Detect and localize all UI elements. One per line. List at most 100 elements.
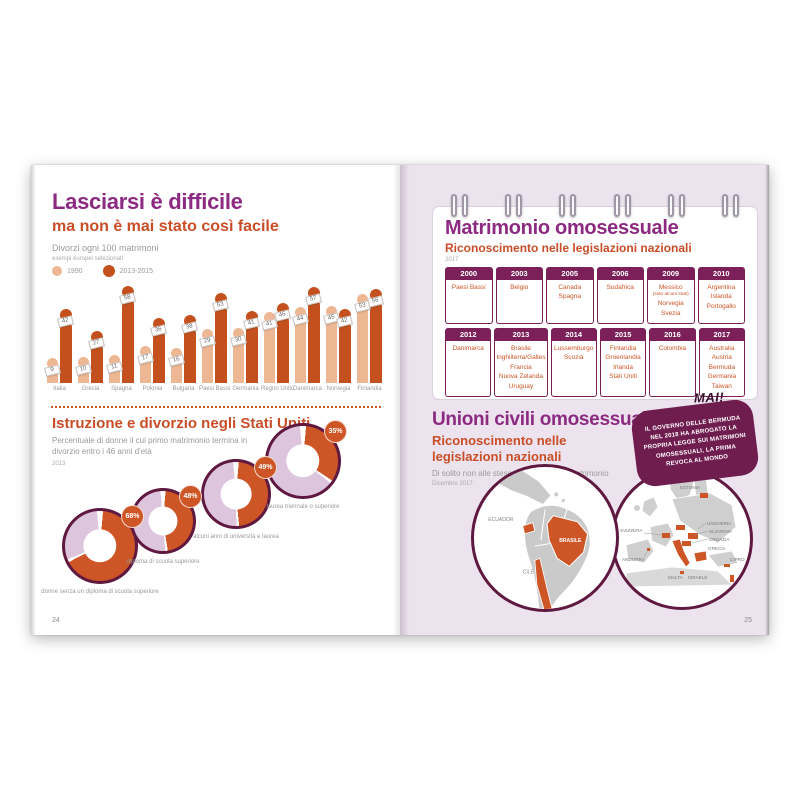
country-name: Francia [510,363,532,371]
bar-group: 45 42 Norvegia [322,277,354,392]
countries-cell: Argentina Islanda Portogallo [697,280,745,324]
europe-map: ESTONIA SVIZZERA ANDORRA UNGHERIA SLOVEN… [620,472,745,588]
chart-caption: Divorzi ogni 100 matrimoni [52,243,159,253]
country-name: Inghilterra/Galles [496,354,546,362]
country-name: Nuova Zelanda [498,373,543,381]
person-bar: 57 [305,287,322,383]
map-label-brasile: BRASILE [559,538,582,544]
europe-map-circle: ESTONIA SVIZZERA ANDORRA UNGHERIA SLOVEN… [611,468,753,610]
donut-hole [83,529,117,563]
map-label-slovenia: SLOVENIA [709,529,733,534]
country-name: Finlandia [609,345,637,352]
bar-group: 44 57 Danimarca [291,277,323,392]
calendar-subtitle: Riconoscimento nelle legislazioni nazion… [445,241,692,255]
map-label-andorra: ANDORRA [622,557,646,562]
bar-category-label: Norvegia [326,386,351,392]
binder-ring-icon [504,194,511,217]
map-ungheria [688,533,698,539]
country-name: Sudafrica [606,284,634,291]
bar-category-label: Germania [232,386,259,392]
marriage-table-row1: 2000 Paesi Bassi 2003 Belgio 2005 Canada Spagn… [445,267,745,324]
binder-ring-icon [624,194,631,217]
person-bar: 41 [260,311,278,383]
legend-dot-icon [102,265,115,277]
donut-percentage-badge: 48% [179,485,202,508]
binder-ring-icon [613,194,620,217]
countries-cell: Australia Austria Bermuda Germania Taiwan [698,341,745,397]
country-name: Islanda [710,293,732,301]
countries-cell: Colombia [649,341,696,397]
year-header: 2014 [550,328,597,341]
map-croazia [682,541,691,546]
country-name: Scozia [563,354,584,362]
map-svizzera [662,533,670,538]
bar-head-icon [202,328,213,340]
map-grecia [693,550,708,563]
map-label-israele: ISRAELE [688,575,707,580]
countries-cell: Lussemburgo Scozia [550,341,597,397]
binder-ring-icon [667,194,674,217]
bar-group: 17 36 Polonia [136,277,168,392]
person-bar: 16 [167,347,185,383]
country-name: Germania [707,373,737,381]
map-label-svizzera: SVIZZERA [620,528,643,533]
bar-body [370,301,382,383]
donut-hole [220,478,252,510]
binder-ring-pair [450,194,468,217]
country-name: Svezia [660,309,681,317]
donut-percentage-badge: 35% [324,420,347,443]
year-column: 2016 Colombia [649,328,696,397]
year-header: 2000 [445,267,493,280]
map-italia [671,538,691,568]
country-name: Stati Uniti [609,373,637,381]
bar-body [295,319,306,383]
bar-head-icon [326,305,337,317]
bar-body [202,340,213,383]
year-column: 2014 Lussemburgo Scozia [550,328,597,397]
person-bar: 42 [336,309,353,383]
book-spread: Lasciarsi è difficile ma non è mai stato… [31,165,769,635]
bar-head-icon [140,346,151,358]
bar-body [140,358,151,383]
binder-rings [432,194,758,217]
country-name: Lussemburgo [553,345,594,352]
year-header: 2005 [546,267,594,280]
bar-category-label: Finlandia [357,386,382,392]
right-page: Matrimonio omosessuale Riconoscimento ne… [400,165,769,635]
country-name: Irlanda [613,363,633,371]
map-label-ecuador: ECUADOR [488,517,514,523]
country-name: Danimarca [452,345,484,352]
country-name: Bermuda [708,363,735,371]
binder-ring-icon [678,194,685,217]
person-bar: 17 [136,346,154,383]
legend-dot-icon [52,266,62,276]
page-number-right: 25 [744,617,752,624]
map-malta [680,571,684,574]
donut-chart: 49% alcuni anni di università e laurea [193,456,279,540]
bar-body [60,322,72,383]
year-header: 2006 [596,267,644,280]
person-bar: 53 [212,293,229,383]
year-column: 2015 Finlandia Groenlandia Irlanda Stati Uni… [599,328,647,397]
donut-percentage-badge: 68% [121,505,144,528]
map-label-grecia: GRECIA [708,546,727,551]
donut-caption: donne senza un diploma di scuola superio… [41,589,159,595]
donut-hole [286,444,320,478]
map-label-croazia: CROAZIA [709,537,730,542]
page-number-left: 24 [52,617,60,624]
bar-group: 41 46 Regno Unito [260,277,294,392]
country-name: Groenlandia [605,354,641,362]
bar-category-label: Italia [53,386,66,392]
binder-ring-pair [504,194,522,217]
person-bar: 38 [181,314,198,383]
bar-category-label: Grecia [81,386,100,392]
map-ecuador [522,522,536,535]
countries-cell: Danimarca [445,341,492,397]
binder-ring-pair [613,194,631,217]
education-section-subtitle: Percentuale di donne il cui primo matrim… [52,436,248,456]
bar-group: 53 56 Finlandia [353,277,385,392]
map-cipro [724,564,730,567]
year-header: 2009 [647,267,695,280]
legend-label: 2013-2015 [119,267,154,275]
legend-item-1990: 1990 [52,266,83,276]
